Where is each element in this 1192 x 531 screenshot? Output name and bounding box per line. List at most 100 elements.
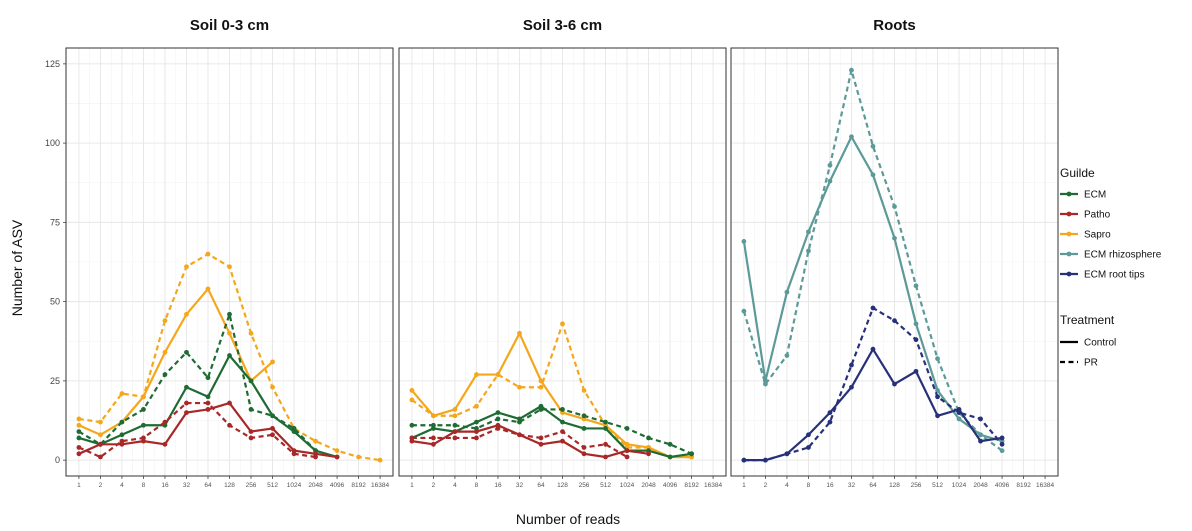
- data-point: [452, 413, 458, 419]
- x-tick-label: 128: [889, 482, 900, 489]
- x-tick-label: 16384: [371, 482, 389, 489]
- data-point: [560, 407, 565, 412]
- panel-border: [398, 47, 727, 477]
- data-point: [270, 426, 275, 431]
- data-point: [248, 435, 254, 441]
- data-point: [452, 429, 458, 435]
- y-axis-title: Number of ASV: [9, 219, 25, 316]
- x-tick-label: 4: [785, 482, 789, 489]
- data-point: [205, 286, 211, 292]
- data-point: [517, 384, 522, 390]
- x-tick-label: 8192: [351, 482, 366, 489]
- data-point: [646, 451, 651, 457]
- data-point: [98, 432, 103, 438]
- x-tick-label: 16: [494, 482, 502, 489]
- data-point: [624, 448, 630, 454]
- data-point: [356, 454, 361, 460]
- data-point: [248, 330, 254, 336]
- x-tick-label: 8: [475, 482, 479, 489]
- legend-label: Patho: [1084, 210, 1111, 221]
- data-point: [538, 407, 544, 412]
- data-point: [870, 346, 876, 352]
- data-point: [474, 403, 479, 409]
- data-point: [452, 422, 458, 428]
- data-point: [827, 162, 833, 168]
- legend-label: PR: [1084, 358, 1098, 369]
- data-point: [495, 416, 501, 422]
- legend-item: ECM: [1060, 190, 1106, 201]
- legend-key-point: [1066, 231, 1072, 237]
- facet-title: Soil 3-6 cm: [523, 17, 602, 34]
- data-point: [935, 413, 940, 419]
- y-tick-label: 0: [55, 455, 60, 465]
- data-point: [581, 451, 587, 457]
- x-tick-label: 2: [432, 482, 436, 489]
- data-point: [741, 457, 747, 463]
- data-point: [98, 454, 103, 460]
- series-line: [411, 322, 692, 459]
- legend-key-point: [1066, 251, 1072, 257]
- legend-key-point: [1066, 191, 1072, 197]
- data-point: [870, 305, 876, 311]
- data-point: [227, 353, 232, 358]
- facet-panel: Soil 3-6 cm 1 2 4 8 16 32 64 128 256 512 1024 2048 40…: [398, 17, 727, 489]
- data-point: [162, 349, 168, 355]
- x-tick-label: 8192: [1016, 482, 1031, 489]
- x-tick-label: 16: [161, 482, 169, 489]
- data-point: [334, 454, 340, 460]
- series-line: [78, 313, 317, 452]
- data-point: [624, 454, 630, 460]
- data-point: [495, 410, 501, 415]
- data-point: [827, 419, 833, 425]
- legend-key-point: [1066, 271, 1072, 277]
- data-point: [248, 378, 254, 384]
- data-point: [892, 204, 897, 209]
- data-point: [270, 413, 275, 419]
- legend-item: Control: [1060, 338, 1116, 349]
- data-point: [784, 451, 790, 457]
- data-point: [495, 372, 501, 377]
- data-point: [560, 419, 565, 425]
- data-point: [119, 419, 125, 425]
- x-tick-label: 2048: [973, 482, 988, 489]
- x-tick-label: 1: [77, 482, 81, 489]
- x-tick-label: 256: [911, 482, 922, 489]
- x-tick-label: 2048: [308, 482, 323, 489]
- facet-panel: Roots 1 2 4 8 16 32 64 128 256 512 1024 2048 4096 8192…: [730, 17, 1059, 489]
- data-point: [76, 422, 82, 428]
- x-tick-label: 16384: [1036, 482, 1054, 489]
- legend-item: Sapro: [1060, 230, 1111, 241]
- facet-title: Soil 0-3 cm: [190, 17, 269, 34]
- data-point: [313, 438, 318, 444]
- x-tick-label: 256: [246, 482, 257, 489]
- data-point: [474, 419, 479, 425]
- data-point: [248, 429, 254, 435]
- data-point: [560, 321, 565, 327]
- data-point: [560, 438, 565, 444]
- data-point: [624, 426, 630, 431]
- data-point: [603, 441, 608, 447]
- x-tick-label: 2048: [641, 482, 656, 489]
- x-tick-label: 128: [224, 482, 235, 489]
- data-point: [184, 400, 189, 406]
- y-tick-label: 50: [50, 297, 60, 307]
- data-point: [741, 238, 747, 244]
- data-point: [452, 407, 458, 412]
- x-tick-label: 4096: [330, 482, 345, 489]
- x-tick-label: 32: [848, 482, 856, 489]
- legend-label: ECM root tips: [1084, 270, 1145, 281]
- data-point: [227, 311, 232, 317]
- x-tick-label: 64: [537, 482, 545, 489]
- data-point: [98, 441, 103, 447]
- data-point: [913, 368, 919, 374]
- legend-item: PR: [1060, 358, 1098, 369]
- data-point: [913, 283, 919, 289]
- legend-title-treatment: Treatment: [1060, 313, 1115, 327]
- facet-title: Roots: [873, 17, 916, 34]
- data-point: [849, 384, 854, 390]
- data-point: [892, 318, 897, 324]
- data-point: [205, 251, 211, 257]
- data-point: [517, 330, 522, 336]
- data-point: [978, 432, 983, 438]
- data-point: [763, 381, 768, 387]
